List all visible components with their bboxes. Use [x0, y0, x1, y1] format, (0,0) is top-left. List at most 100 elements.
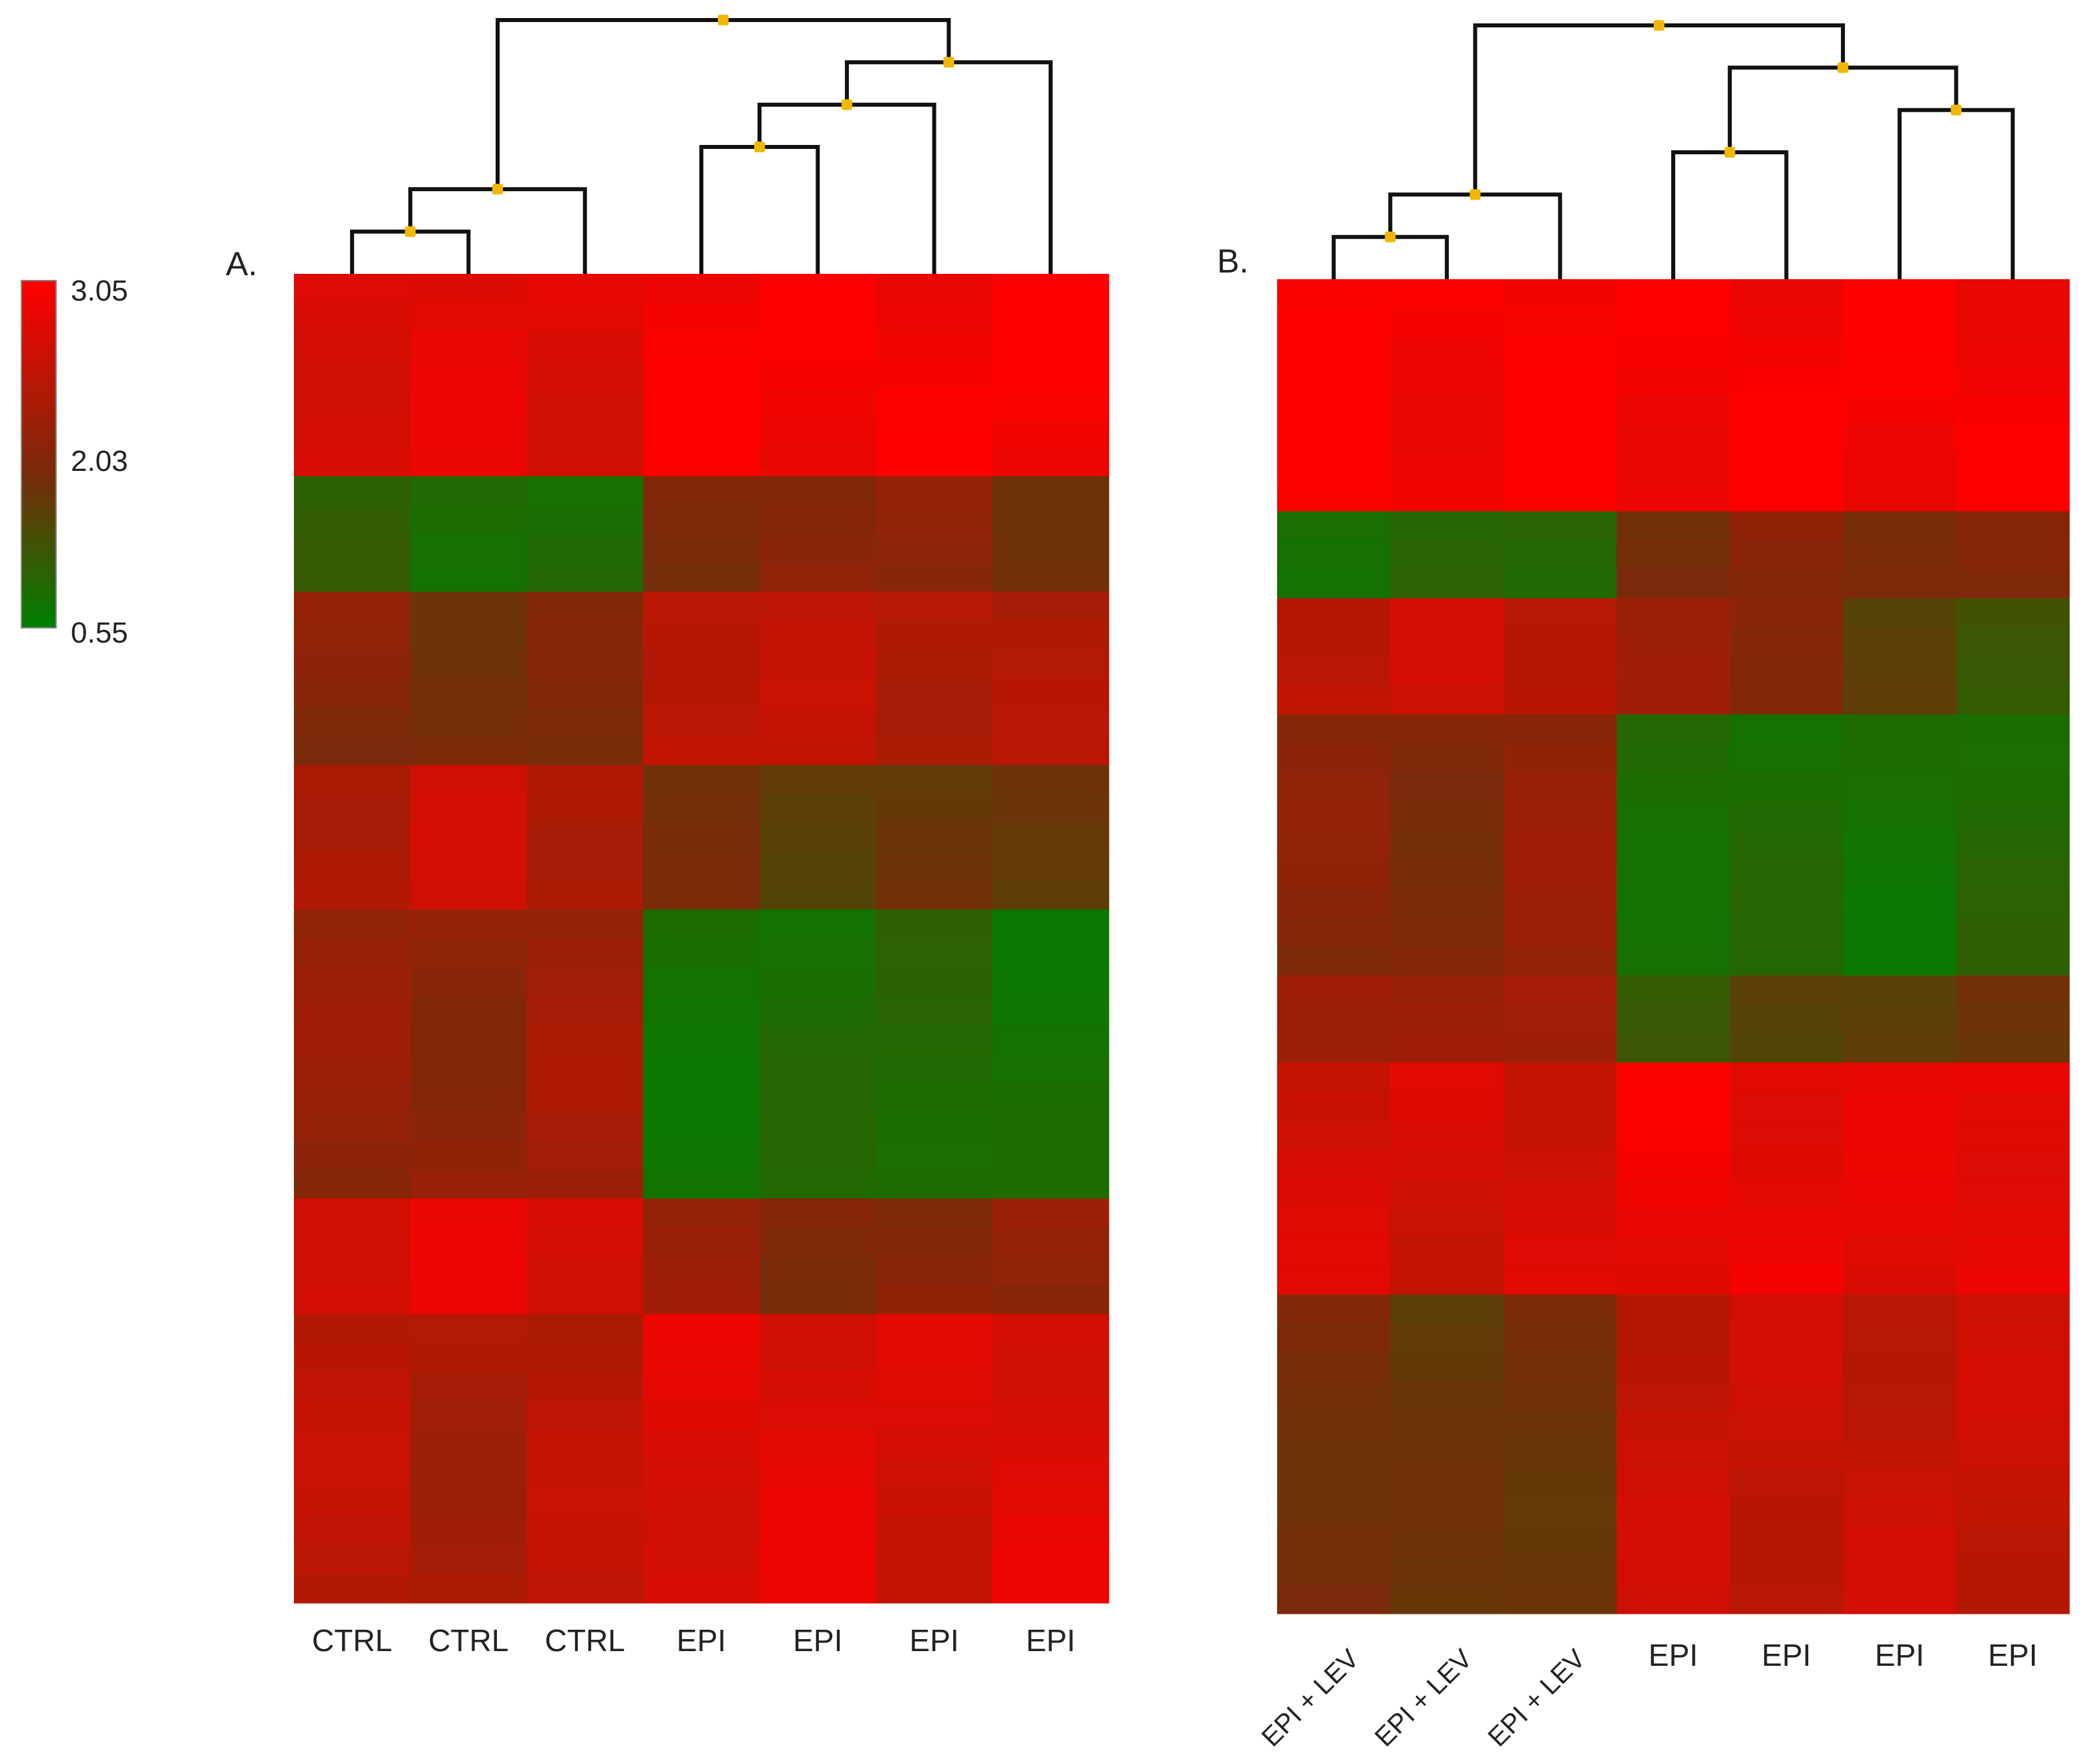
heatmap-cell [1616, 656, 1731, 686]
heatmap-cell [1956, 656, 2070, 686]
heatmap-cell [876, 447, 993, 477]
heatmap-cell [526, 1083, 644, 1113]
heatmap-cell [1503, 1178, 1617, 1208]
heatmap-cell [1956, 859, 2070, 889]
heatmap-cell [1503, 1584, 1617, 1614]
heatmap-cell [410, 562, 528, 592]
heatmap-cell [410, 303, 528, 333]
heatmap-cell [1843, 1468, 1957, 1498]
heatmap-cell [1616, 1381, 1731, 1411]
heatmap-cell [992, 707, 1109, 737]
heatmap-cell [1729, 1004, 1844, 1034]
heatmap-cell [1616, 1236, 1731, 1266]
heatmap-cell [992, 1256, 1109, 1286]
heatmap-cell [876, 707, 993, 737]
heatmap-cell [410, 938, 528, 968]
heatmap-cell [759, 1054, 877, 1083]
heatmap-cell [1843, 1497, 1957, 1528]
heatmap-cell [526, 1054, 644, 1083]
heatmap-cell [876, 274, 993, 303]
heatmap-cell [1277, 569, 1391, 599]
heatmap-cell [992, 1198, 1109, 1228]
heatmap-cell [1390, 656, 1504, 686]
heatmap-cell [526, 793, 644, 824]
heatmap-cell [992, 736, 1109, 766]
heatmap-cell [759, 1227, 877, 1257]
heatmap-cell [1956, 888, 2070, 918]
heatmap-cell [294, 880, 411, 910]
heatmap-cell [876, 562, 993, 592]
heatmap-cell [759, 1111, 877, 1141]
column-label: EPI [910, 1623, 959, 1658]
heatmap-cell [992, 447, 1109, 477]
heatmap-cell [1616, 743, 1731, 773]
heatmap-cell [876, 1429, 993, 1459]
heatmap-cell [643, 1458, 760, 1488]
heatmap-cell [1277, 830, 1391, 860]
heatmap-cell [1390, 1381, 1504, 1411]
panel-a-label: A. [226, 245, 257, 283]
heatmap-cell [410, 1140, 528, 1170]
heatmap-cell [1503, 1323, 1617, 1353]
heatmap-cell [410, 1545, 528, 1575]
heatmap-cell [759, 1256, 877, 1286]
heatmap-cell [526, 678, 644, 708]
heatmap-cell [1729, 1468, 1844, 1498]
heatmap-cell [1729, 1584, 1844, 1614]
heatmap-cell [1277, 482, 1391, 512]
heatmap-cell [526, 1574, 644, 1604]
heatmap-cell [294, 649, 411, 679]
dendrogram-branch [1897, 108, 2015, 281]
heatmap-cell [1390, 1265, 1504, 1295]
heatmap-cell [1503, 366, 1617, 396]
heatmap-cell [876, 1516, 993, 1546]
heatmap-cell [1390, 366, 1504, 396]
heatmap-cell [410, 707, 528, 737]
heatmap-cell [992, 360, 1109, 390]
heatmap-cell [1843, 888, 1957, 918]
heatmap-cell [876, 621, 993, 650]
heatmap-cell [1390, 685, 1504, 715]
heatmap-cell [992, 1458, 1109, 1488]
heatmap-cell [1277, 1178, 1391, 1208]
heatmap-cell [1277, 888, 1391, 918]
heatmap-cell [1616, 1062, 1731, 1092]
heatmap-cell [1843, 714, 1957, 744]
heatmap-cell [1277, 1062, 1391, 1092]
heatmap-cell [759, 1371, 877, 1401]
heatmap-cell [1277, 337, 1391, 367]
heatmap-cell [992, 822, 1109, 852]
heatmap-cell [1729, 1439, 1844, 1469]
heatmap-cell [992, 1025, 1109, 1055]
heatmap-cell [410, 678, 528, 708]
heatmap-cell [759, 1574, 877, 1604]
column-label: EPI [1761, 1638, 1811, 1672]
heatmap-cell [1956, 743, 2070, 773]
heatmap-cell [876, 534, 993, 564]
heatmap-cell [876, 1083, 993, 1113]
heatmap-cell [1616, 917, 1731, 947]
heatmap-cell [1956, 395, 2070, 425]
heatmap-cell [1503, 598, 1617, 628]
heatmap-cell [992, 1574, 1109, 1604]
heatmap-cell [1956, 1497, 2070, 1528]
heatmap-cell [410, 1111, 528, 1141]
heatmap-cell [410, 1083, 528, 1113]
heatmap-cell [294, 476, 411, 506]
heatmap-cell [526, 1458, 644, 1488]
heatmap-cell [1390, 975, 1504, 1005]
heatmap-cell [1616, 1353, 1731, 1383]
heatmap-cell [410, 1256, 528, 1286]
panel-b-column-labels: EPI + LEV EPI + LEV EPI + LEV EPI EPI EPI EPI [1256, 1638, 2038, 1753]
heatmap-cell [1729, 801, 1844, 831]
heatmap-cell [759, 1314, 877, 1344]
heatmap-cell [1503, 1468, 1617, 1498]
heatmap-cell [643, 591, 760, 621]
heatmap-cell [1277, 511, 1391, 541]
heatmap-cell [992, 418, 1109, 448]
heatmap-cell [1503, 1556, 1617, 1586]
heatmap-cell [876, 1343, 993, 1373]
heatmap-cell [1956, 801, 2070, 831]
heatmap-cell [526, 909, 644, 939]
heatmap-cell [410, 360, 528, 390]
